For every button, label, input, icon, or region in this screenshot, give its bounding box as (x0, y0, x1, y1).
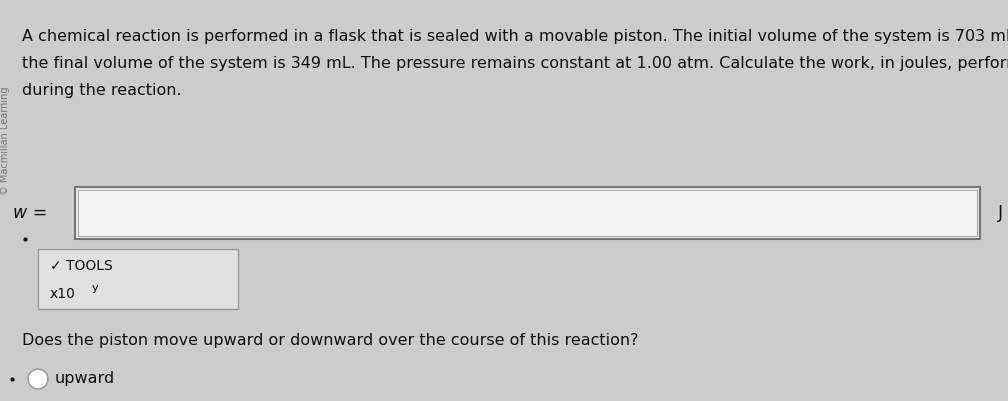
Text: the final volume of the system is 349 mL. The pressure remains constant at 1.00 : the final volume of the system is 349 mL… (22, 56, 1008, 71)
Bar (78, 190, 977, 236)
Text: y: y (92, 283, 99, 293)
Text: x10: x10 (50, 287, 76, 301)
Text: ✓ TOOLS: ✓ TOOLS (50, 259, 113, 273)
Text: J: J (998, 204, 1003, 222)
Bar (75, 187, 980, 239)
Circle shape (28, 369, 48, 389)
Text: Does the piston move upward or downward over the course of this reaction?: Does the piston move upward or downward … (22, 334, 638, 348)
Text: upward: upward (55, 371, 115, 387)
Text: © Macmillan Learning: © Macmillan Learning (0, 86, 10, 194)
Bar (38, 249, 238, 309)
Text: w =: w = (13, 204, 47, 222)
Text: A chemical reaction is performed in a flask that is sealed with a movable piston: A chemical reaction is performed in a fl… (22, 29, 1008, 44)
Text: during the reaction.: during the reaction. (22, 83, 181, 98)
